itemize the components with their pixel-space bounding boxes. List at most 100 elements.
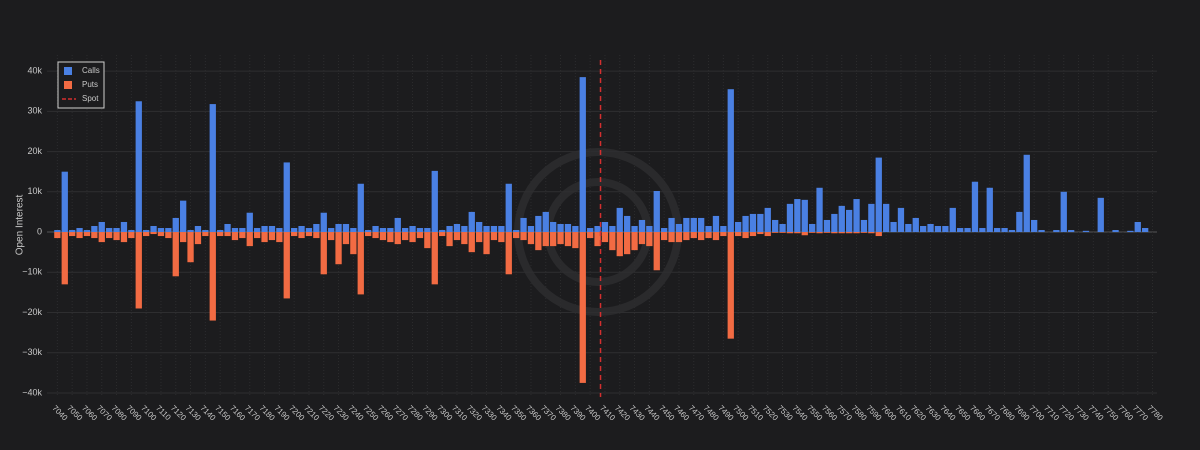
bar (180, 200, 187, 233)
bar (513, 230, 520, 233)
legend-label[interactable]: Puts (82, 80, 98, 89)
bar (505, 232, 512, 275)
bar (202, 230, 209, 233)
x-tick-label: 7260 (376, 404, 395, 423)
bar (120, 232, 128, 243)
bar (128, 230, 135, 233)
x-tick-label: 7610 (894, 404, 913, 423)
bar (772, 219, 779, 233)
bar (394, 217, 401, 233)
x-tick-label: 7390 (568, 404, 587, 423)
bar (601, 232, 609, 243)
bar (372, 232, 379, 239)
bar (1023, 154, 1030, 233)
bar (424, 232, 431, 249)
bar (498, 226, 505, 233)
bar (291, 232, 298, 237)
bar (298, 232, 305, 239)
bar (572, 226, 579, 233)
bar (54, 230, 61, 233)
legend-label[interactable]: Spot (82, 94, 99, 103)
bar (283, 162, 290, 233)
bar (616, 207, 623, 233)
bar (372, 226, 379, 233)
bars (54, 60, 1149, 397)
x-tick-label: 7280 (406, 404, 425, 423)
bar (394, 232, 401, 245)
bar (513, 232, 520, 239)
bar (579, 77, 586, 233)
bar (187, 230, 194, 233)
bar (76, 228, 83, 233)
bar (690, 232, 697, 239)
bar (165, 232, 172, 239)
bar (964, 228, 971, 233)
bar (816, 232, 823, 234)
bar (646, 226, 653, 233)
bar (646, 232, 653, 247)
bar (342, 223, 350, 233)
y-tick-label: 10k (27, 186, 42, 196)
bar (520, 232, 527, 241)
bar (202, 232, 209, 237)
bar (786, 203, 794, 233)
bar (453, 223, 461, 233)
x-tick-label: 7210 (302, 404, 321, 423)
x-tick-label: 7670 (983, 404, 1002, 423)
bar (831, 213, 838, 233)
bar (742, 215, 749, 233)
x-tick-label: 7760 (1116, 404, 1135, 423)
bar (1016, 211, 1023, 233)
bar (194, 232, 202, 245)
bar (209, 232, 216, 321)
bar (860, 219, 868, 233)
bar (180, 232, 187, 243)
bar (897, 207, 905, 233)
bar (291, 228, 298, 233)
bar (712, 215, 720, 233)
bar (868, 203, 875, 233)
x-tick-label: 7140 (198, 404, 217, 423)
bar (1008, 230, 1016, 233)
bar (431, 232, 438, 285)
legend-label[interactable]: Calls (82, 66, 100, 75)
bar (624, 215, 631, 233)
bar (527, 232, 535, 245)
bar (246, 232, 253, 247)
x-tick-label: 7270 (391, 404, 410, 423)
bar (631, 232, 638, 251)
x-tick-label: 7180 (258, 404, 277, 423)
bar (320, 232, 327, 275)
x-tick-label: 7530 (776, 404, 795, 423)
bar (527, 226, 535, 233)
bar (579, 232, 586, 383)
bar (542, 232, 549, 247)
bar (927, 223, 934, 233)
bar (779, 232, 786, 233)
bar (1134, 221, 1141, 233)
bar (298, 226, 305, 233)
bar (483, 232, 490, 255)
x-tick-label: 7070 (95, 404, 114, 423)
x-tick-label: 7460 (672, 404, 691, 423)
bar (1038, 230, 1045, 233)
bar (357, 183, 364, 233)
bar (868, 232, 875, 234)
bar (431, 170, 438, 233)
bar (542, 211, 549, 233)
x-tick-label: 7740 (1086, 404, 1105, 423)
bar (853, 199, 860, 233)
bar (224, 223, 231, 233)
legend-swatch[interactable] (64, 81, 72, 89)
bar (683, 217, 690, 233)
bar (809, 223, 816, 233)
x-tick-label: 7640 (938, 404, 957, 423)
bar (217, 230, 224, 233)
legend-swatch[interactable] (64, 67, 72, 75)
bar (801, 199, 808, 233)
bar (735, 232, 742, 237)
x-tick-label: 7600 (879, 404, 898, 423)
x-tick-label: 7380 (554, 404, 573, 423)
x-tick-label: 7050 (65, 404, 84, 423)
